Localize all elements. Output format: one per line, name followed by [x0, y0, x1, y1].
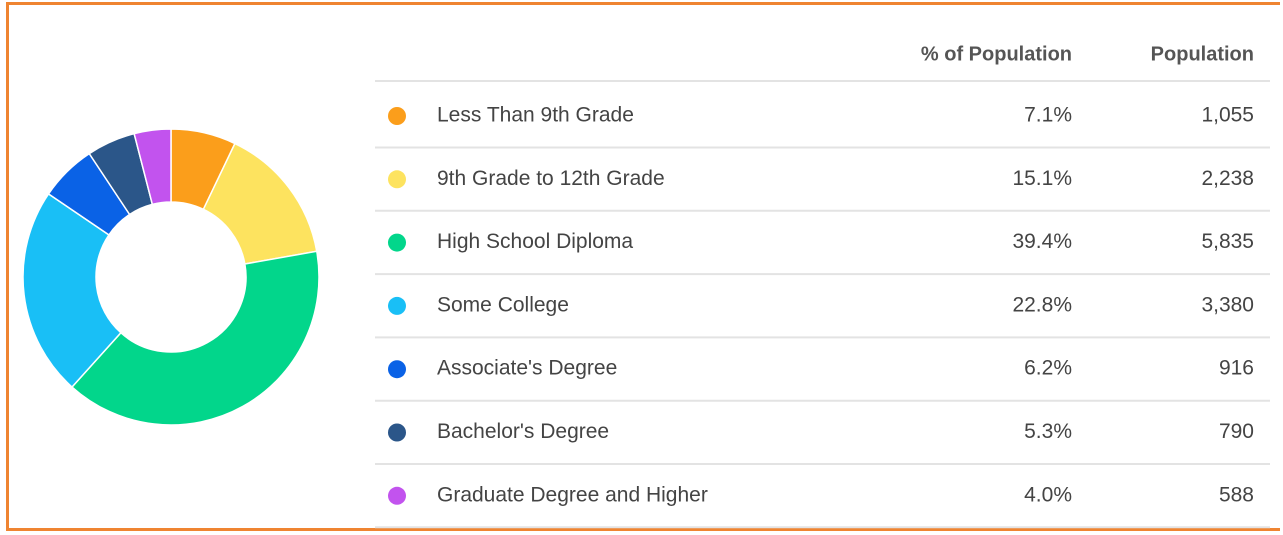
legend-dot [388, 486, 406, 505]
legend-dot [388, 107, 406, 125]
percent-cell: 15.1% [1012, 167, 1072, 190]
row-label: High School Diploma [437, 230, 633, 253]
percent-cell: 5.3% [1024, 420, 1072, 443]
population-cell: 1,055 [1201, 104, 1254, 127]
row-label: Bachelor's Degree [437, 420, 609, 443]
row-label: Less Than 9th Grade [437, 104, 634, 127]
population-cell: 2,238 [1201, 167, 1254, 190]
population-cell: 3,380 [1201, 293, 1254, 316]
percent-cell: 6.2% [1024, 357, 1072, 380]
population-cell: 790 [1219, 420, 1254, 443]
population-cell: 588 [1219, 483, 1254, 506]
legend-dot [388, 296, 406, 315]
population-cell: 916 [1219, 357, 1254, 380]
legend-dot [388, 233, 406, 252]
row-label: Associate's Degree [437, 357, 617, 380]
donut-slice [133, 128, 172, 206]
row-label: 9th Grade to 12th Grade [437, 167, 665, 190]
legend-dot [388, 360, 406, 379]
frame [6, 2, 1280, 531]
legend-dot [388, 423, 406, 442]
percent-cell: 4.0% [1024, 483, 1072, 506]
column-header: % of Population [921, 43, 1072, 65]
percent-cell: 7.1% [1024, 104, 1072, 127]
row-label: Some College [437, 293, 569, 316]
row-label: Graduate Degree and Higher [437, 483, 708, 506]
column-header: Population [1151, 43, 1254, 65]
donut-slice [70, 250, 320, 426]
population-cell: 5,835 [1201, 230, 1254, 253]
donut-slice [22, 192, 122, 389]
percent-cell: 22.8% [1012, 293, 1072, 316]
percent-cell: 39.4% [1012, 230, 1072, 253]
legend-dot [388, 170, 406, 189]
